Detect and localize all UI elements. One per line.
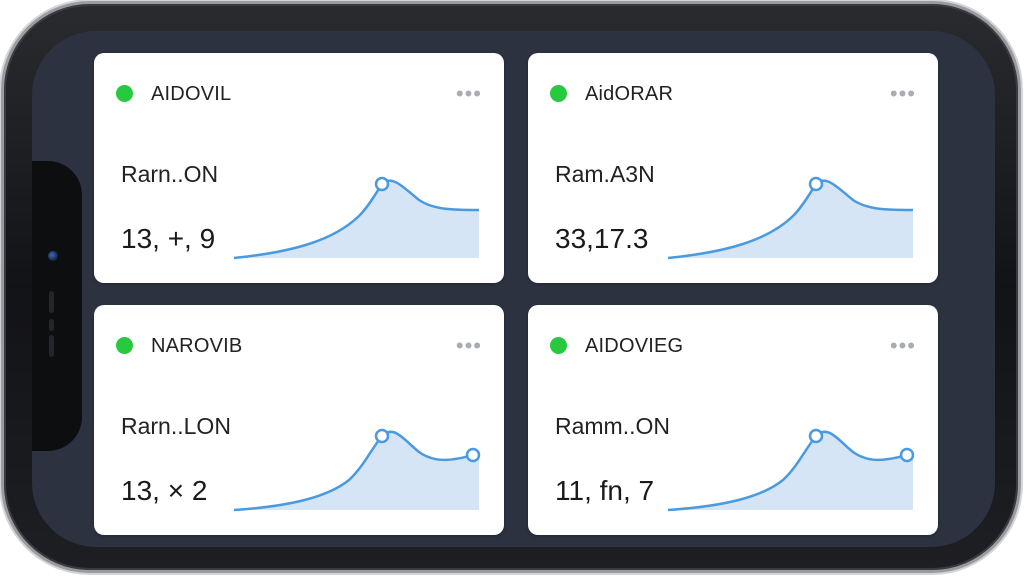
sparkline-chart: [667, 428, 915, 512]
peak-marker-icon: [374, 176, 390, 192]
card-value: 13, × 2: [121, 475, 208, 506]
card-title: AIDOVIEG: [585, 335, 684, 357]
phone-frame: AIDOVIL ••• Rarn..ON 13, +, 9 AidORAR ••…: [4, 4, 1018, 570]
end-marker-icon: [465, 447, 481, 463]
card-value: 13, +, 9: [121, 223, 216, 254]
card-label: Rarn..ON: [121, 161, 219, 187]
card-label: Ram.A3N: [555, 161, 655, 187]
front-camera-icon: [48, 251, 58, 261]
sparkline-chart: [667, 176, 914, 260]
sparkline-chart: [233, 428, 481, 512]
status-dot-icon: [116, 337, 133, 354]
more-horizontal-icon[interactable]: •••: [889, 81, 916, 106]
more-horizontal-icon[interactable]: •••: [455, 333, 482, 358]
sensor-bar: [49, 319, 54, 331]
card-value: 33,17.3: [555, 223, 649, 254]
widget-card[interactable]: AidORAR ••• Ram.A3N 33,17.3: [528, 53, 938, 283]
status-dot-icon: [550, 337, 567, 354]
phone-screen: AIDOVIL ••• Rarn..ON 13, +, 9 AidORAR ••…: [32, 31, 995, 547]
sensor-bar: [49, 335, 54, 357]
status-dot-icon: [550, 85, 567, 102]
card-title: AIDOVIL: [151, 83, 232, 105]
widget-card[interactable]: AIDOVIEG ••• Ramm..ON 11, fn, 7: [528, 305, 938, 535]
peak-marker-icon: [808, 176, 824, 192]
card-title: AidORAR: [585, 83, 674, 105]
sensor-bar: [49, 291, 54, 313]
card-label: Rarn..LON: [121, 413, 231, 439]
card-title: NAROVIB: [151, 335, 243, 357]
more-horizontal-icon[interactable]: •••: [889, 333, 916, 358]
more-horizontal-icon[interactable]: •••: [455, 81, 482, 106]
status-dot-icon: [116, 85, 133, 102]
sparkline-chart: [233, 176, 480, 260]
widget-card[interactable]: AIDOVIL ••• Rarn..ON 13, +, 9: [94, 53, 504, 283]
peak-marker-icon: [374, 428, 390, 444]
phone-notch: [32, 161, 82, 451]
card-label: Ramm..ON: [555, 413, 670, 439]
card-value: 11, fn, 7: [555, 475, 655, 506]
widget-card[interactable]: NAROVIB ••• Rarn..LON 13, × 2: [94, 305, 504, 535]
peak-marker-icon: [808, 428, 824, 444]
end-marker-icon: [899, 447, 915, 463]
